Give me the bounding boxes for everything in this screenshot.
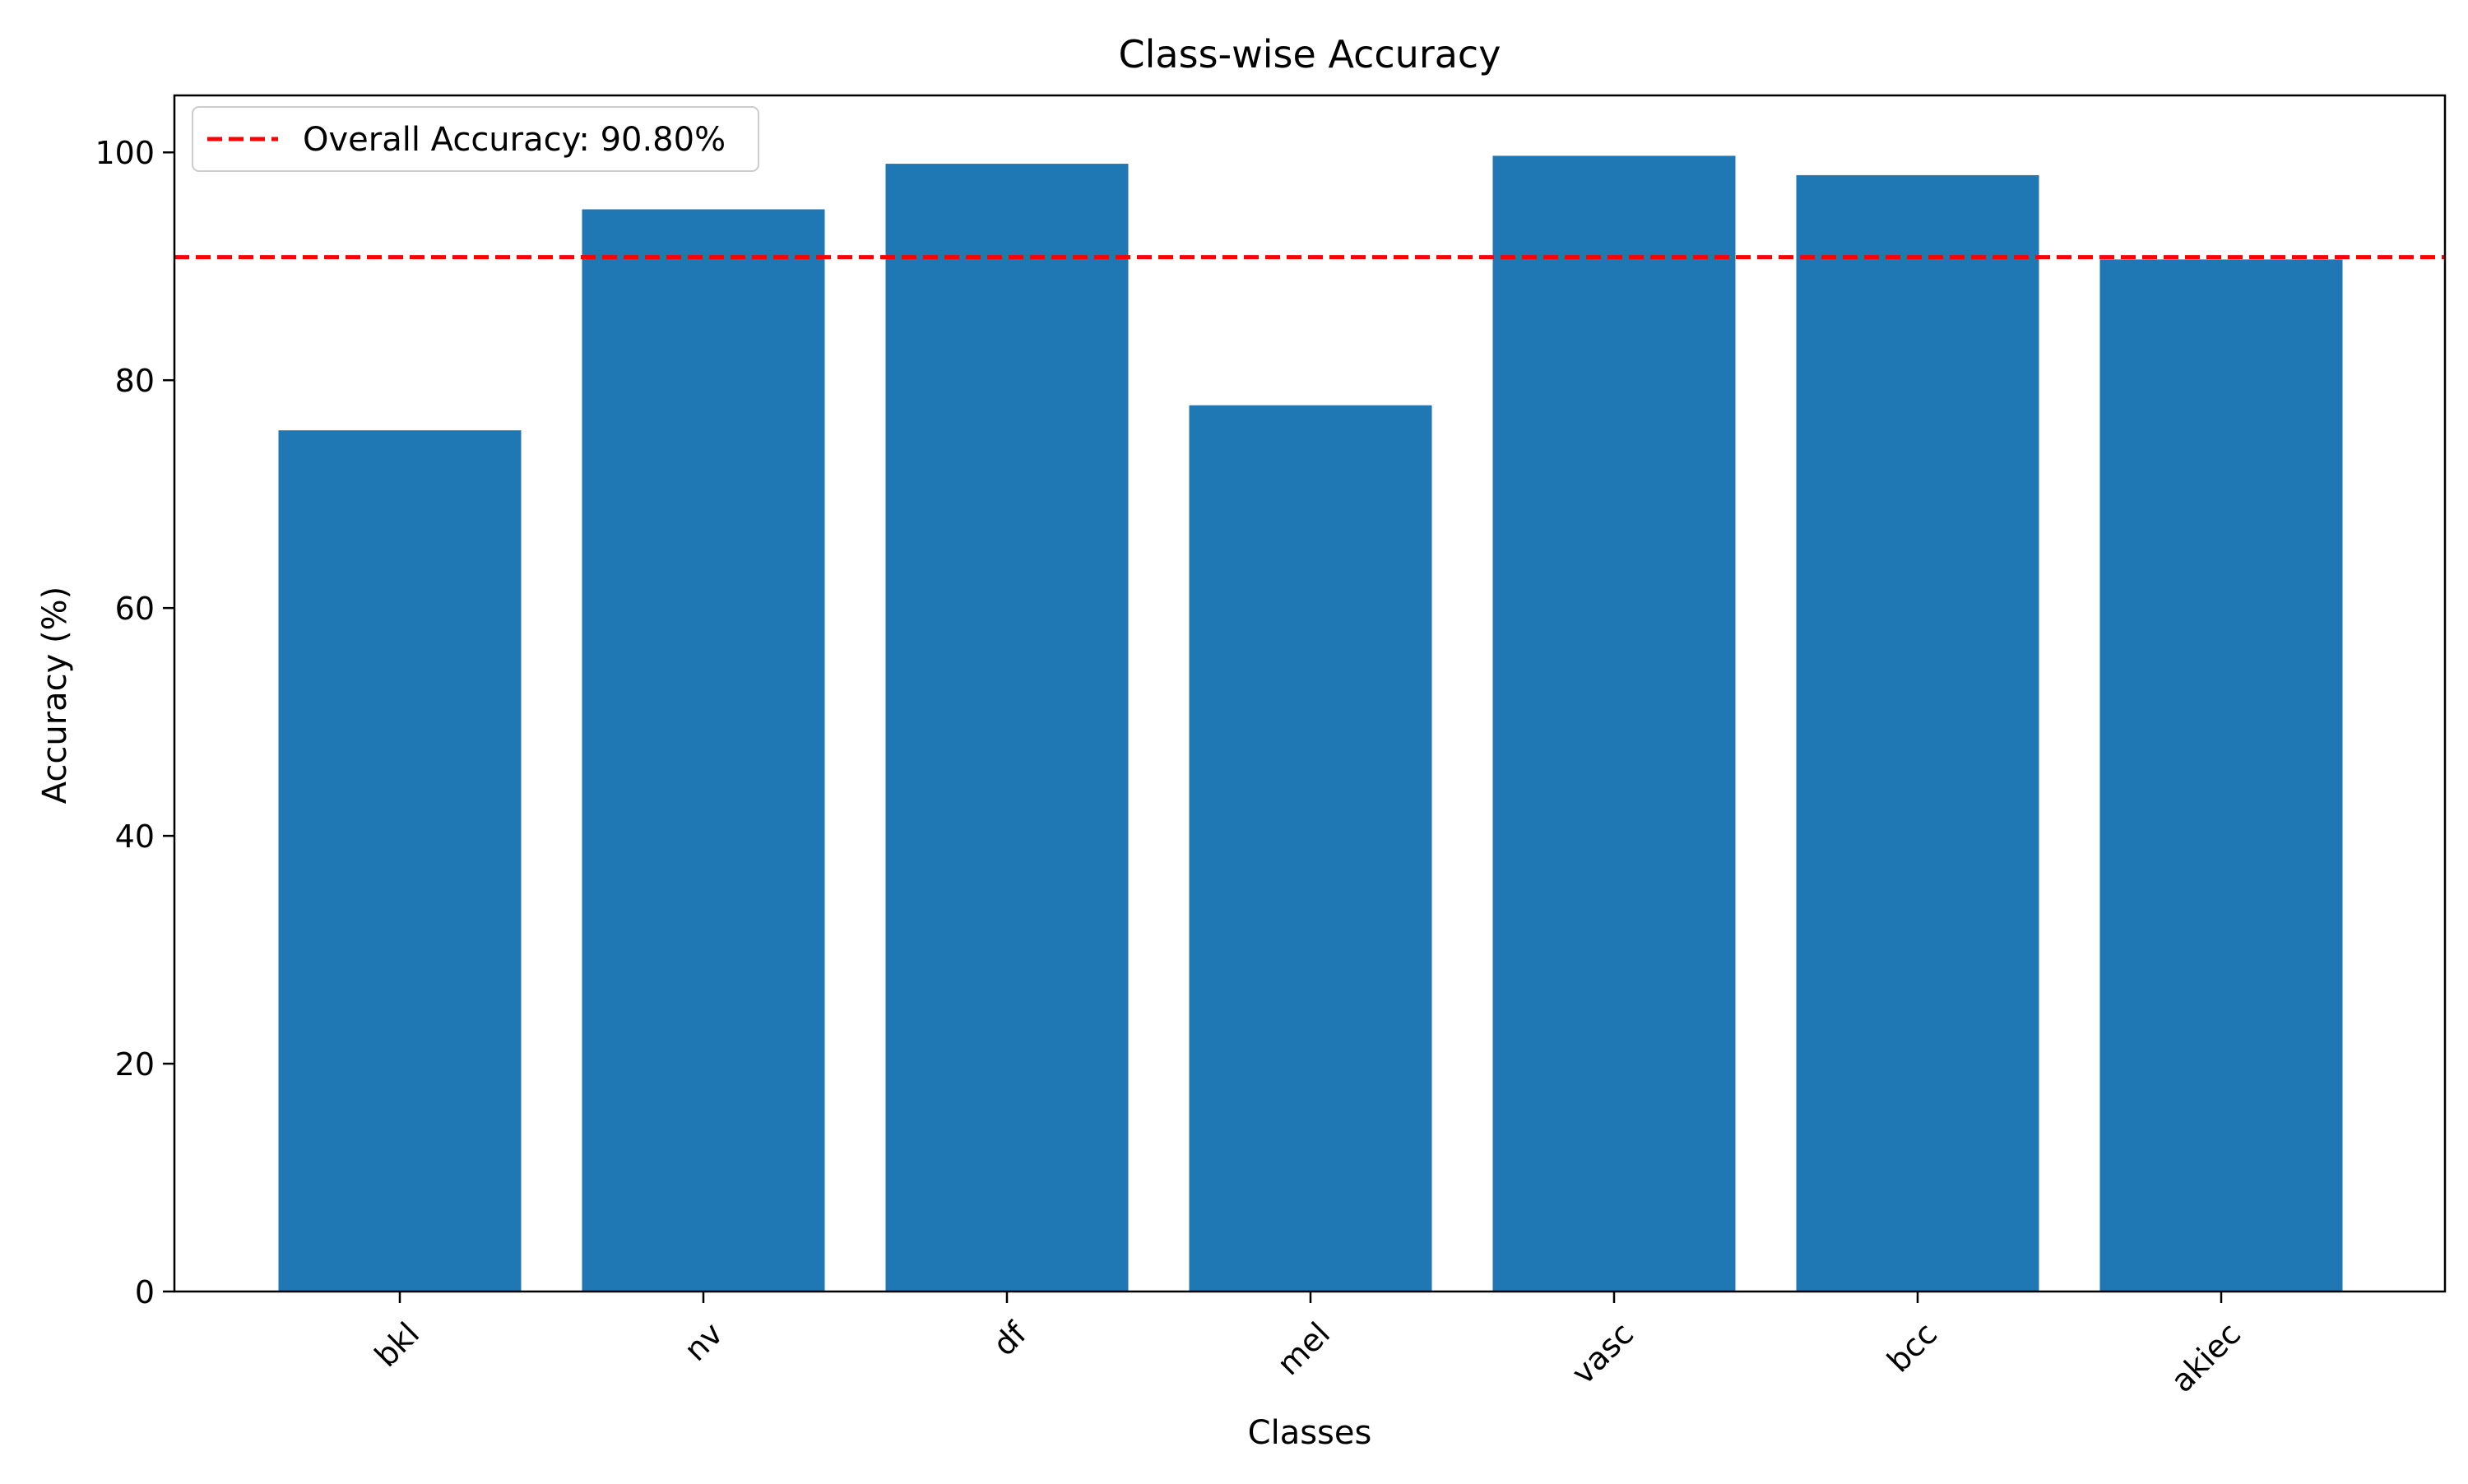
- bar-nv: [582, 209, 825, 1292]
- legend-box: [192, 106, 759, 172]
- bar-bcc: [1796, 174, 2039, 1292]
- y-tick-label: 0: [135, 1274, 155, 1310]
- bar-akiec: [2099, 259, 2343, 1292]
- bar-mel: [1189, 405, 1432, 1292]
- y-tick-label: 20: [115, 1046, 155, 1083]
- bar-bkl: [278, 430, 522, 1292]
- chart-title: Class-wise Accuracy: [1119, 32, 1501, 77]
- y-axis-label: Accuracy (%): [36, 587, 74, 805]
- y-tick-label: 40: [115, 819, 155, 855]
- bars-layer: [278, 155, 2343, 1292]
- legend: Overall Accuracy: 90.80%: [192, 106, 759, 172]
- bar-df: [885, 164, 1129, 1292]
- y-tick-label: 60: [115, 591, 155, 627]
- bar-vasc: [1492, 155, 1736, 1292]
- y-tick-label: 100: [95, 135, 155, 171]
- legend-label: Overall Accuracy: 90.80%: [303, 121, 726, 159]
- y-tick-label: 80: [115, 363, 155, 399]
- x-axis-label: Classes: [1248, 1414, 1372, 1452]
